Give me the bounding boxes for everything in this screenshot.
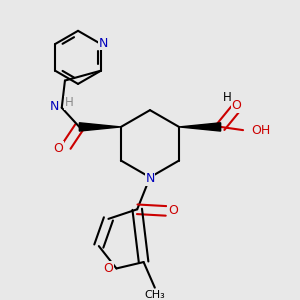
Text: CH₃: CH₃ bbox=[144, 290, 165, 300]
Text: OH: OH bbox=[251, 124, 270, 136]
Text: O: O bbox=[232, 99, 242, 112]
Text: N: N bbox=[145, 172, 155, 185]
Text: H: H bbox=[223, 91, 231, 104]
Polygon shape bbox=[79, 123, 121, 131]
Text: N: N bbox=[99, 37, 108, 50]
Polygon shape bbox=[179, 123, 221, 131]
Text: O: O bbox=[168, 204, 178, 218]
Text: H: H bbox=[64, 96, 73, 110]
Text: O: O bbox=[103, 262, 113, 275]
Text: N: N bbox=[50, 100, 59, 113]
Text: O: O bbox=[54, 142, 64, 155]
